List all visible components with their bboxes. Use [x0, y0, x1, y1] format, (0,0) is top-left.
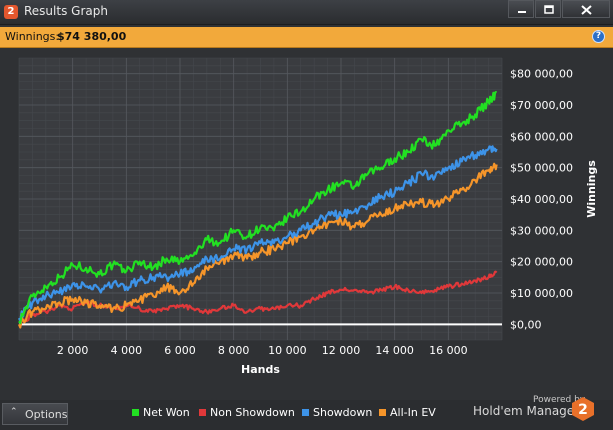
minimize-button[interactable] [508, 0, 534, 18]
maximize-button[interactable] [535, 0, 561, 18]
series-line-showdown [18, 145, 498, 322]
y-tick-label: $40 000,00 [510, 193, 573, 206]
y-tick-label: $30 000,00 [510, 224, 573, 237]
results-chart-svg: $80 000,00 $70 000,00 $60 000,00 $50 000,00… [17, 57, 598, 376]
winnings-bar: Winnings: $74 380,00 [0, 27, 613, 48]
x-tick-label: 12 000 [322, 344, 361, 357]
winnings-label: Winnings: [5, 30, 60, 43]
results-chart: $80 000,00 $70 000,00 $60 000,00 $50 000,00… [15, 56, 610, 396]
x-tick-label: 16 000 [429, 344, 468, 357]
chevron-up-icon: ⌃ [10, 407, 18, 417]
brand-name: Hold'em Manager [473, 404, 580, 418]
footer-bar: ⌃ Options Net Won Non Showdown Showdown All… [0, 395, 613, 430]
y-tick-label: $70 000,00 [510, 99, 573, 112]
winnings-value: $74 380,00 [57, 30, 127, 43]
close-icon [581, 5, 592, 15]
x-axis-title: Hands [241, 363, 280, 376]
minimize-icon [518, 11, 526, 13]
legend-swatch [379, 409, 386, 416]
legend-swatch [199, 409, 206, 416]
hem-brand-logo-icon: 2 [572, 397, 594, 421]
options-label: Options [25, 408, 68, 421]
legend-label: All-In EV [390, 406, 436, 419]
series-line-all-in-ev [17, 162, 498, 329]
help-icon[interactable]: ? [592, 30, 605, 43]
y-tick-label: $50 000,00 [510, 162, 573, 175]
close-button[interactable] [562, 0, 610, 18]
brand-badge: 2 [578, 402, 588, 418]
y-tick-label: $0,00 [510, 318, 542, 331]
y-axis-title: Winnings [585, 160, 598, 218]
legend-swatch [132, 409, 139, 416]
x-tick-label: 10 000 [268, 344, 307, 357]
title-bar[interactable]: 2 Results Graph [0, 0, 613, 25]
legend-swatch [302, 409, 309, 416]
maximize-icon [544, 5, 554, 14]
x-tick-label: 14 000 [375, 344, 414, 357]
legend-label: Non Showdown [210, 406, 295, 419]
legend-label: Net Won [143, 406, 190, 419]
x-tick-label: 6 000 [164, 344, 196, 357]
x-tick-label: 8 000 [218, 344, 250, 357]
options-button[interactable]: ⌃ Options [2, 403, 68, 425]
y-tick-label: $80 000,00 [510, 68, 573, 81]
y-tick-label: $60 000,00 [510, 130, 573, 143]
series-line-net-won [18, 90, 498, 325]
window-title: Results Graph [24, 4, 108, 18]
y-tick-label: $10 000,00 [510, 287, 573, 300]
x-tick-label: 2 000 [57, 344, 89, 357]
x-tick-label: 4 000 [111, 344, 143, 357]
hem-logo-icon: 2 [4, 5, 18, 19]
y-tick-label: $20 000,00 [510, 256, 573, 269]
powered-by-text: Powered by [533, 395, 586, 405]
legend-label: Showdown [313, 406, 373, 419]
